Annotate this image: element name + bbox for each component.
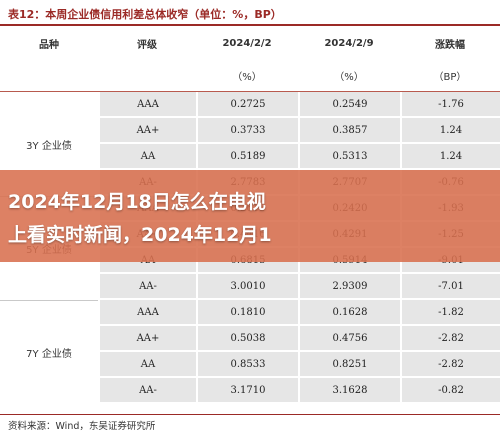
value-cell-2: 0.8251: [298, 352, 400, 378]
value-cell-1: 0.3733: [196, 118, 298, 144]
table-row: 3Y 企业债 AAA 0.2725 0.2549 -1.76: [0, 92, 500, 196]
rating-cell: AAA: [98, 92, 196, 118]
table-row: AA- 3.0010 2.9309 -7.01: [0, 274, 500, 300]
header-unit-1: （%）: [196, 59, 298, 92]
table-row: 7Y 企业债 AAA 0.1810 0.1628 -1.82: [0, 300, 500, 404]
value-cell-2: 0.1628: [298, 300, 400, 326]
value-cell-2: 0.5313: [298, 144, 400, 170]
table-row: AA 0.5189 0.5313 1.24: [0, 144, 500, 170]
rating-cell: AA: [98, 352, 196, 378]
rating-cell: AAA: [98, 300, 196, 326]
rating-cell: AA-: [98, 274, 196, 300]
table-row: AA+ 0.3733 0.3857 1.24: [0, 118, 500, 144]
change-cell: -2.82: [400, 326, 500, 352]
change-cell: -1.76: [400, 92, 500, 118]
rating-cell: AA+: [98, 326, 196, 352]
rating-cell: AA: [98, 144, 196, 170]
header-unit-bp: （BP）: [400, 59, 500, 92]
change-cell: -2.82: [400, 352, 500, 378]
header-variety: 品种: [0, 27, 98, 59]
header-date-2: 2024/2/9: [298, 27, 400, 59]
change-cell: -0.82: [400, 378, 500, 404]
rating-cell: AA+: [98, 118, 196, 144]
group-label: 7Y 企业债: [0, 300, 98, 404]
change-cell: -1.82: [400, 300, 500, 326]
header-empty-2: [98, 59, 196, 92]
value-cell-1: 0.2725: [196, 92, 298, 118]
header-change: 涨跌幅: [400, 27, 500, 59]
value-cell-2: 0.2549: [298, 92, 400, 118]
overlay-banner: 2024年12月18日怎么在电视 上看实时新闻，2024年12月1: [0, 170, 500, 262]
header-unit-2: （%）: [298, 59, 400, 92]
bottom-rule: [0, 414, 500, 415]
value-cell-1: 0.8533: [196, 352, 298, 378]
value-cell-2: 2.9309: [298, 274, 400, 300]
value-cell-2: 3.1628: [298, 378, 400, 404]
change-cell: -7.01: [400, 274, 500, 300]
header-date-1: 2024/2/2: [196, 27, 298, 59]
table-row: AA+ 0.5038 0.4756 -2.82: [0, 326, 500, 352]
value-cell-1: 0.1810: [196, 300, 298, 326]
change-cell: 1.24: [400, 118, 500, 144]
value-cell-2: 0.4756: [298, 326, 400, 352]
value-cell-2: 0.3857: [298, 118, 400, 144]
table-row: AA 0.8533 0.8251 -2.82: [0, 352, 500, 378]
change-cell: 1.24: [400, 144, 500, 170]
value-cell-1: 3.0010: [196, 274, 298, 300]
table-title: 表12：本周企业债信用利差总体收窄（单位：%，BP）: [8, 8, 282, 21]
header-empty-1: [0, 59, 98, 92]
title-rule: [0, 24, 500, 26]
banner-line-2: 上看实时新闻，2024年12月1: [8, 224, 272, 246]
header-rating: 评级: [98, 27, 196, 59]
table-row: AA- 3.1710 3.1628 -0.82: [0, 378, 500, 404]
rating-cell: AA-: [98, 378, 196, 404]
value-cell-1: 3.1710: [196, 378, 298, 404]
value-cell-1: 0.5038: [196, 326, 298, 352]
banner-line-1: 2024年12月18日怎么在电视: [8, 191, 266, 213]
value-cell-1: 0.5189: [196, 144, 298, 170]
source-note: 资料来源：Wind，东吴证券研究所: [8, 421, 156, 432]
